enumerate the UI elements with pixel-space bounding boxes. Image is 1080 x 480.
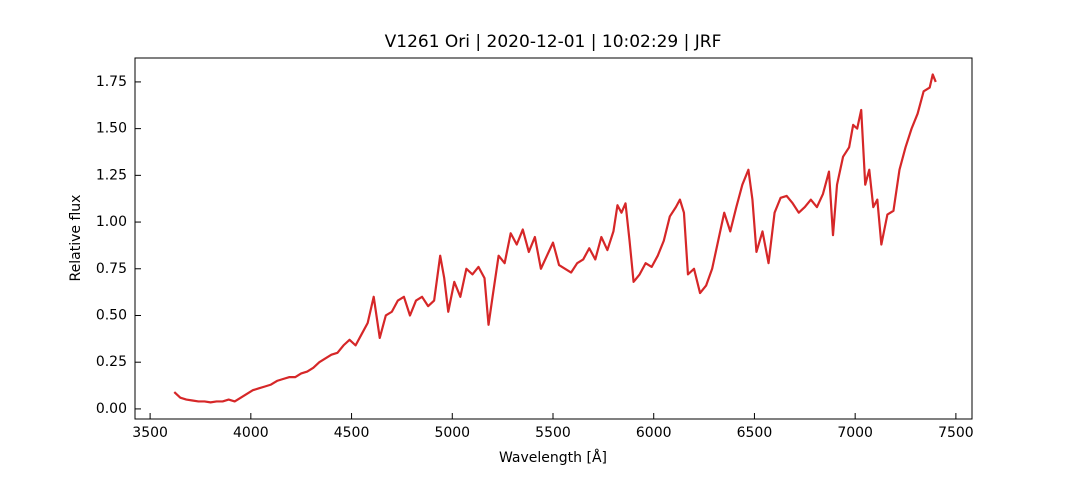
x-tick-label: 3500 xyxy=(132,425,168,441)
y-tick-label: 0.00 xyxy=(96,401,127,417)
plot-frame xyxy=(134,57,973,420)
y-tick-label: 1.25 xyxy=(96,167,127,183)
y-tick-label: 0.50 xyxy=(96,307,127,323)
y-tick-label: 1.75 xyxy=(96,74,127,90)
x-tick-label: 6500 xyxy=(737,425,773,441)
x-tick-label: 4000 xyxy=(233,425,269,441)
y-tick-label: 0.75 xyxy=(96,261,127,277)
x-axis-label: Wavelength [Å] xyxy=(499,449,607,466)
y-tick-label: 1.50 xyxy=(96,121,127,137)
y-tick-label: 1.00 xyxy=(96,214,127,230)
x-tick-label: 5000 xyxy=(434,425,470,441)
y-tick-label: 0.25 xyxy=(96,354,127,370)
x-tick-label: 5500 xyxy=(535,425,571,441)
x-tick-label: 7500 xyxy=(938,425,974,441)
chart-title: V1261 Ori | 2020-12-01 | 10:02:29 | JRF xyxy=(385,32,722,52)
spectrum-line xyxy=(173,73,937,404)
x-tick-label: 4500 xyxy=(334,425,370,441)
y-axis-label: Relative flux xyxy=(68,195,84,282)
x-tick-label: 6000 xyxy=(636,425,672,441)
x-tick-label: 7000 xyxy=(837,425,873,441)
